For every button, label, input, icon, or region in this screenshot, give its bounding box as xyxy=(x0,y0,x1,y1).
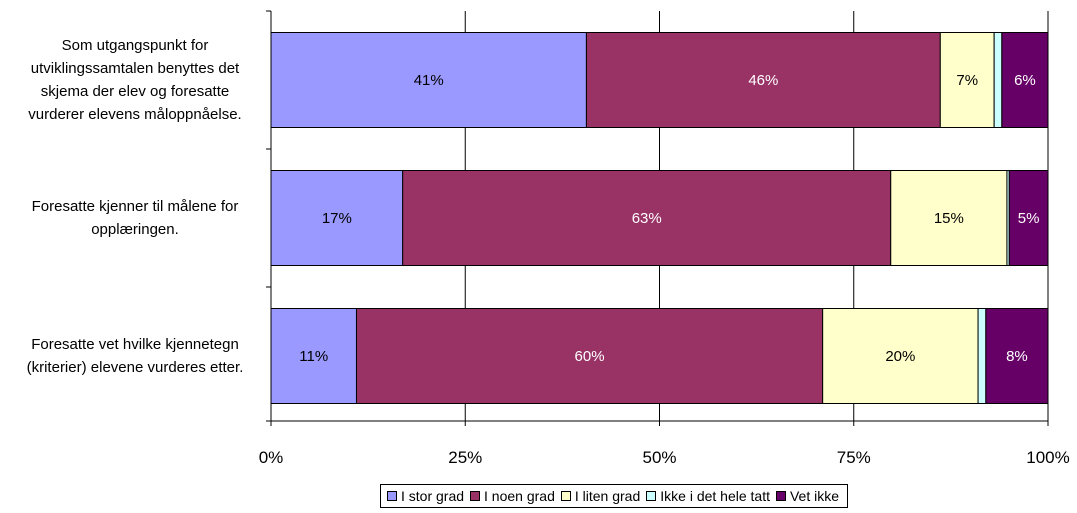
data-label-2-0: 11% xyxy=(299,348,328,365)
legend-label: I noen grad xyxy=(484,488,555,504)
legend-label: I liten grad xyxy=(574,488,641,504)
data-label-0-1: 46% xyxy=(748,72,778,89)
legend-label: I stor grad xyxy=(401,488,465,504)
legend-label: Ikke i det hele tatt xyxy=(660,488,770,504)
category-label-line: skjema der elev og foresatte xyxy=(40,83,230,100)
data-label-1-1: 63% xyxy=(632,210,662,227)
legend-item-3: Ikke i det hele tatt xyxy=(646,488,770,504)
legend-swatch xyxy=(646,491,657,501)
category-label-line: opplæringen. xyxy=(91,221,179,238)
category-label-line: vurderer elevens måloppnåelse. xyxy=(28,106,242,123)
category-label-line: utviklingssamtalen benyttes det xyxy=(30,60,240,77)
data-label-2-4: 8% xyxy=(1006,348,1028,365)
data-label-0-4: 6% xyxy=(1014,72,1036,89)
bar-segment-2-3 xyxy=(977,308,987,404)
bar-segment-2-2 xyxy=(822,308,979,404)
x-tick-label-4: 100% xyxy=(1026,448,1069,467)
bar-segment-0-1 xyxy=(585,32,941,128)
category-label-2: Foresatte vet hvilke kjennetegn (kriterie… xyxy=(10,333,260,379)
bar-segment-1-2 xyxy=(890,170,1008,266)
legend-item-2: I liten grad xyxy=(560,488,641,504)
legend-swatch xyxy=(470,491,481,501)
category-label-line: Som utgangspunkt for xyxy=(61,37,209,54)
bar-segment-1-0 xyxy=(270,170,404,266)
bar-segment-2-1 xyxy=(355,308,824,404)
legend-item-1: I noen grad xyxy=(470,488,555,504)
bar-segment-1-4 xyxy=(1008,170,1049,266)
data-label-0-0: 41% xyxy=(414,72,444,89)
legend-label: Vet ikke xyxy=(789,488,840,504)
category-label-line: Foresatte kjenner til målene for xyxy=(31,198,239,215)
legend-item-4: Vet ikke xyxy=(775,488,840,504)
data-label-1-0: 17% xyxy=(322,210,352,227)
category-label-1: Foresatte kjenner til målene for opplærin… xyxy=(10,195,260,241)
legend-swatch xyxy=(387,491,397,501)
bar-segment-0-0 xyxy=(270,32,587,128)
x-tick-label-0: 0% xyxy=(259,448,284,467)
data-label-2-1: 60% xyxy=(575,348,605,365)
legend-swatch xyxy=(775,491,786,501)
x-tick-label-3: 75% xyxy=(837,448,871,467)
category-label-0: Som utgangspunkt for utviklingssamtalen b… xyxy=(10,34,260,126)
data-label-2-2: 20% xyxy=(885,348,915,365)
bar-segment-2-4 xyxy=(985,308,1049,404)
bar-segment-1-1 xyxy=(402,170,892,266)
data-label-1-2: 15% xyxy=(934,210,964,227)
data-label-0-2: 7% xyxy=(956,72,978,89)
data-label-1-4: 5% xyxy=(1018,210,1040,227)
x-tick-label-1: 25% xyxy=(448,448,482,467)
x-tick-label-2: 50% xyxy=(642,448,676,467)
bar-segment-0-3 xyxy=(993,32,1003,128)
legend-item-0: I stor grad xyxy=(387,488,464,504)
legend-swatch xyxy=(560,491,571,501)
category-label-line: Foresatte vet hvilke kjennetegn xyxy=(31,336,239,353)
bar-segment-0-2 xyxy=(939,32,995,128)
bar-segment-0-4 xyxy=(1001,32,1049,128)
bar-segment-2-0 xyxy=(270,308,357,404)
category-label-line: (kriterier) elevene vurderes etter. xyxy=(26,359,244,376)
chart-legend: I stor grad I noen grad I liten grad Ikke i… xyxy=(380,484,849,508)
